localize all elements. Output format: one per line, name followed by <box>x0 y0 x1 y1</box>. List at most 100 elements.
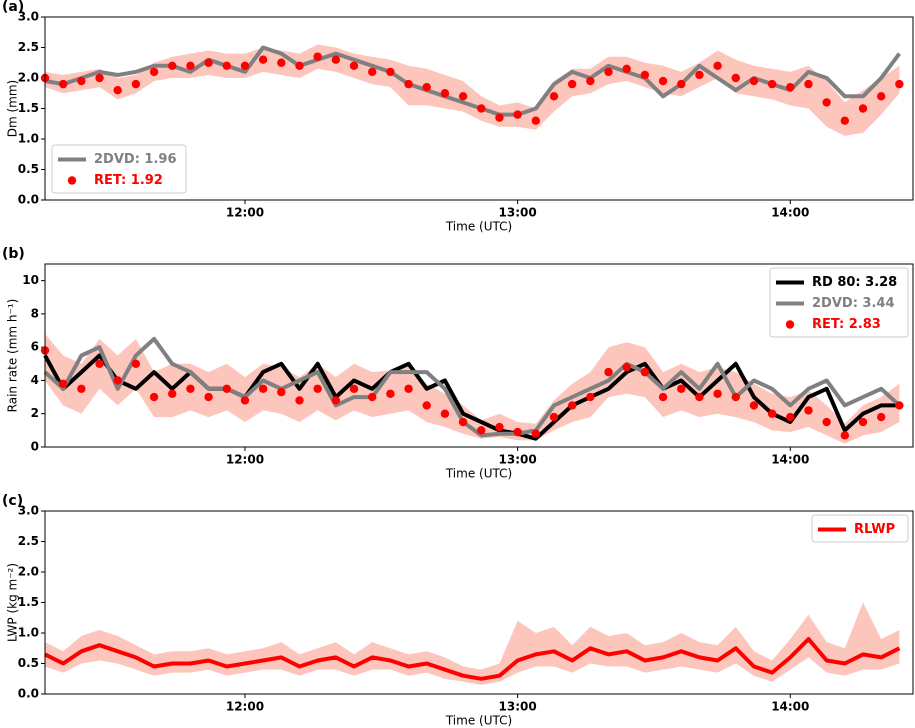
x-tick-label: 13:00 <box>499 453 537 467</box>
y-tick-label: 2 <box>31 406 39 420</box>
data-point <box>477 104 486 113</box>
data-point <box>404 384 413 393</box>
data-point <box>204 392 213 402</box>
data-point <box>295 396 304 405</box>
data-point <box>767 79 777 89</box>
data-point <box>258 55 268 64</box>
legend-box <box>51 144 187 194</box>
data-point <box>822 417 831 427</box>
data-point <box>113 376 122 385</box>
data-point <box>258 384 268 393</box>
axes-frame <box>44 510 914 695</box>
data-point <box>604 367 613 377</box>
data-point <box>622 64 631 74</box>
data-point <box>113 86 122 95</box>
y-tick-label: 1.5 <box>18 101 39 115</box>
data-point <box>749 401 759 410</box>
data-point <box>858 417 868 427</box>
data-point <box>549 92 559 101</box>
data-point <box>804 79 813 89</box>
data-point <box>331 55 341 64</box>
data-point <box>313 384 322 393</box>
series-line <box>44 637 901 681</box>
data-point <box>422 401 431 410</box>
data-point <box>622 362 631 372</box>
legend-label: 2DVD: 1.96 <box>94 152 177 167</box>
y-tick-label: 0.0 <box>18 193 39 207</box>
legend-label: RET: 1.92 <box>94 173 163 188</box>
data-point <box>404 79 413 89</box>
series-line <box>43 336 901 438</box>
data-point <box>677 79 686 89</box>
data-point <box>186 384 195 393</box>
data-point <box>77 384 86 393</box>
y-axis-label: Rain rate (mm h⁻¹) <box>6 299 20 413</box>
uncertainty-band <box>45 602 900 685</box>
data-point <box>586 392 595 402</box>
data-point <box>458 92 468 101</box>
data-point <box>567 401 577 410</box>
data-point <box>168 389 177 398</box>
data-point <box>58 79 68 89</box>
data-point <box>313 52 322 61</box>
data-point <box>895 401 904 410</box>
y-tick-label: 3.0 <box>18 504 39 518</box>
data-point <box>349 384 359 393</box>
data-point <box>713 389 722 398</box>
y-tick-label: 4 <box>31 373 39 387</box>
x-tick-label: 13:00 <box>499 206 537 220</box>
data-point <box>295 61 304 70</box>
data-point <box>277 58 286 67</box>
data-point <box>713 61 722 70</box>
data-point <box>131 79 141 89</box>
data-point <box>786 82 795 92</box>
y-axis-label: Dm (mm) <box>6 80 20 138</box>
y-tick-label: 1.0 <box>18 626 39 640</box>
data-point <box>368 67 377 77</box>
data-point <box>586 76 595 86</box>
axes-frame <box>44 16 914 201</box>
data-point <box>458 417 468 427</box>
data-point <box>149 67 159 77</box>
data-point <box>531 116 541 125</box>
legend-box <box>811 514 909 543</box>
data-point <box>513 110 522 119</box>
panel-label: (b) <box>2 246 25 262</box>
data-point <box>477 426 486 435</box>
y-tick-label: 0.5 <box>18 162 39 176</box>
data-point <box>222 61 231 70</box>
legend-box <box>769 267 909 338</box>
x-tick-label: 12:00 <box>226 206 264 220</box>
data-point <box>495 422 504 432</box>
data-point <box>440 89 450 98</box>
data-point <box>731 73 740 83</box>
data-point <box>876 92 886 101</box>
data-point <box>204 58 213 67</box>
data-point <box>422 82 431 92</box>
data-point <box>695 70 704 80</box>
y-tick-label: 2.5 <box>18 40 39 54</box>
data-point <box>658 392 668 402</box>
data-point <box>240 61 250 70</box>
legend-label: RD 80: 3.28 <box>812 275 897 290</box>
x-tick-label: 12:00 <box>226 700 264 714</box>
data-point <box>531 429 541 438</box>
data-point <box>804 406 813 415</box>
data-point <box>677 384 686 393</box>
data-point <box>895 79 904 89</box>
data-point <box>549 412 559 422</box>
data-point <box>840 431 850 440</box>
data-point <box>876 412 886 422</box>
data-point <box>513 427 522 437</box>
data-point <box>58 379 68 388</box>
y-tick-label: 10 <box>22 273 39 287</box>
x-tick-label: 14:00 <box>771 206 809 220</box>
legend-swatch <box>785 320 795 329</box>
data-point <box>658 76 668 86</box>
y-tick-label: 0 <box>31 440 39 454</box>
data-point <box>640 367 650 377</box>
data-point <box>858 104 868 113</box>
data-point <box>640 70 650 80</box>
x-tick-label: 14:00 <box>771 700 809 714</box>
